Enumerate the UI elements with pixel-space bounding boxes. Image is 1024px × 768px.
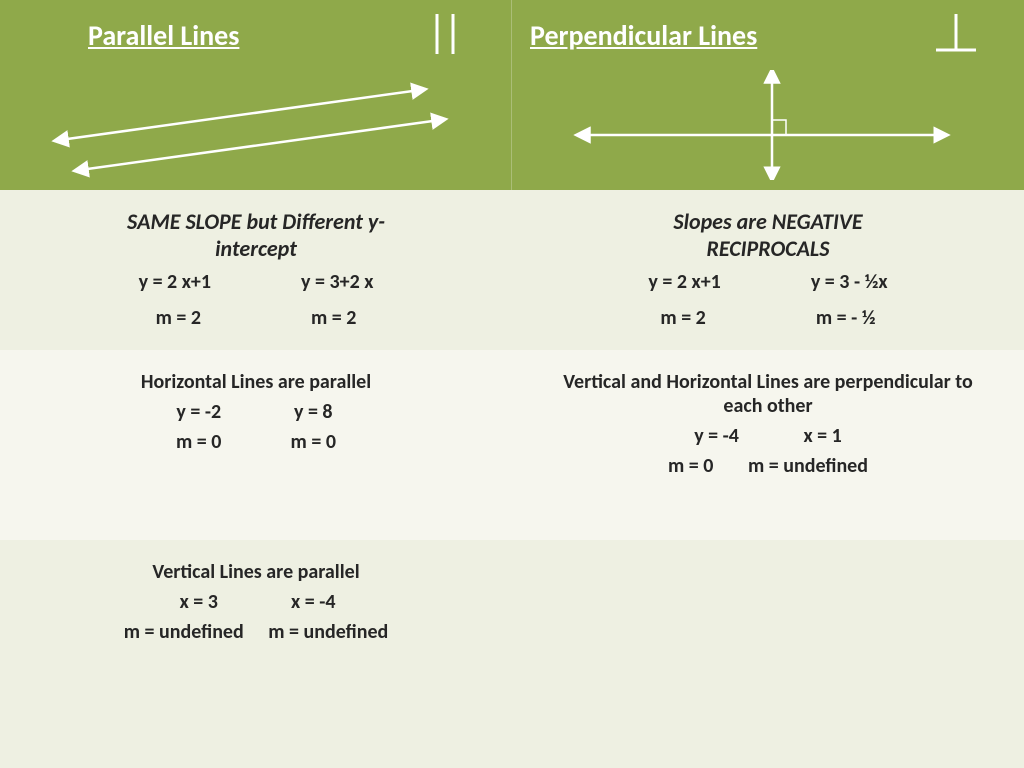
horiz-m2: m = 0 [258, 430, 368, 454]
parallel-lines-diagram [0, 70, 500, 180]
perpendicular-rule-cell: Slopes are NEGATIVE RECIPROCALS y = 2 x+… [512, 190, 1024, 350]
parallel-header: Parallel Lines [0, 0, 512, 190]
comparison-table: Parallel Lines Perpendicular Lines [0, 0, 1024, 768]
parallel-m2: m = 2 [311, 306, 356, 330]
vh-perp-title: Vertical and Horizontal Lines are perpen… [548, 370, 988, 418]
perp-m2: m = - ½ [816, 306, 876, 330]
vh-eq1: y = -4 [694, 424, 739, 448]
parallel-symbol-icon [423, 10, 471, 58]
vert-eq1: x = 3 [144, 590, 254, 614]
vertical-parallel-cell: Vertical Lines are parallel x = 3 x = -4… [0, 540, 512, 768]
vh-m1: m = 0 [668, 454, 713, 478]
horiz-eq2: y = 8 [258, 400, 368, 424]
parallel-m1: m = 2 [156, 306, 201, 330]
perp-eq1: y = 2 x+1 [648, 270, 720, 294]
perpendicular-symbol-icon [928, 10, 984, 58]
parallel-rule-cell: SAME SLOPE but Different y-intercept y =… [0, 190, 512, 350]
horiz-parallel-title: Horizontal Lines are parallel [141, 370, 371, 394]
horiz-eq1: y = -2 [144, 400, 254, 424]
perpendicular-lines-diagram [512, 70, 1012, 180]
vh-eq2: x = 1 [803, 424, 841, 448]
parallel-rule: SAME SLOPE but Different y-intercept [116, 208, 396, 262]
vh-perpendicular-cell: Vertical and Horizontal Lines are perpen… [512, 350, 1024, 540]
perpendicular-rule: Slopes are NEGATIVE RECIPROCALS [638, 208, 898, 262]
perp-m1: m = 2 [660, 306, 705, 330]
empty-cell [512, 540, 1024, 768]
vert-parallel-title: Vertical Lines are parallel [124, 560, 389, 584]
parallel-title: Parallel Lines [88, 18, 239, 53]
perp-eq2: y = 3 - ½x [811, 270, 888, 294]
vert-m2: m = undefined [268, 620, 388, 644]
vh-m2: m = undefined [748, 454, 868, 478]
horizontal-parallel-cell: Horizontal Lines are parallel y = -2 y =… [0, 350, 512, 540]
parallel-eq2: y = 3+2 x [301, 270, 373, 294]
horiz-m1: m = 0 [144, 430, 254, 454]
perpendicular-title: Perpendicular Lines [530, 18, 757, 53]
vert-eq2: x = -4 [258, 590, 368, 614]
vert-m1: m = undefined [124, 620, 244, 644]
perpendicular-header: Perpendicular Lines [512, 0, 1024, 190]
parallel-eq1: y = 2 x+1 [139, 270, 211, 294]
